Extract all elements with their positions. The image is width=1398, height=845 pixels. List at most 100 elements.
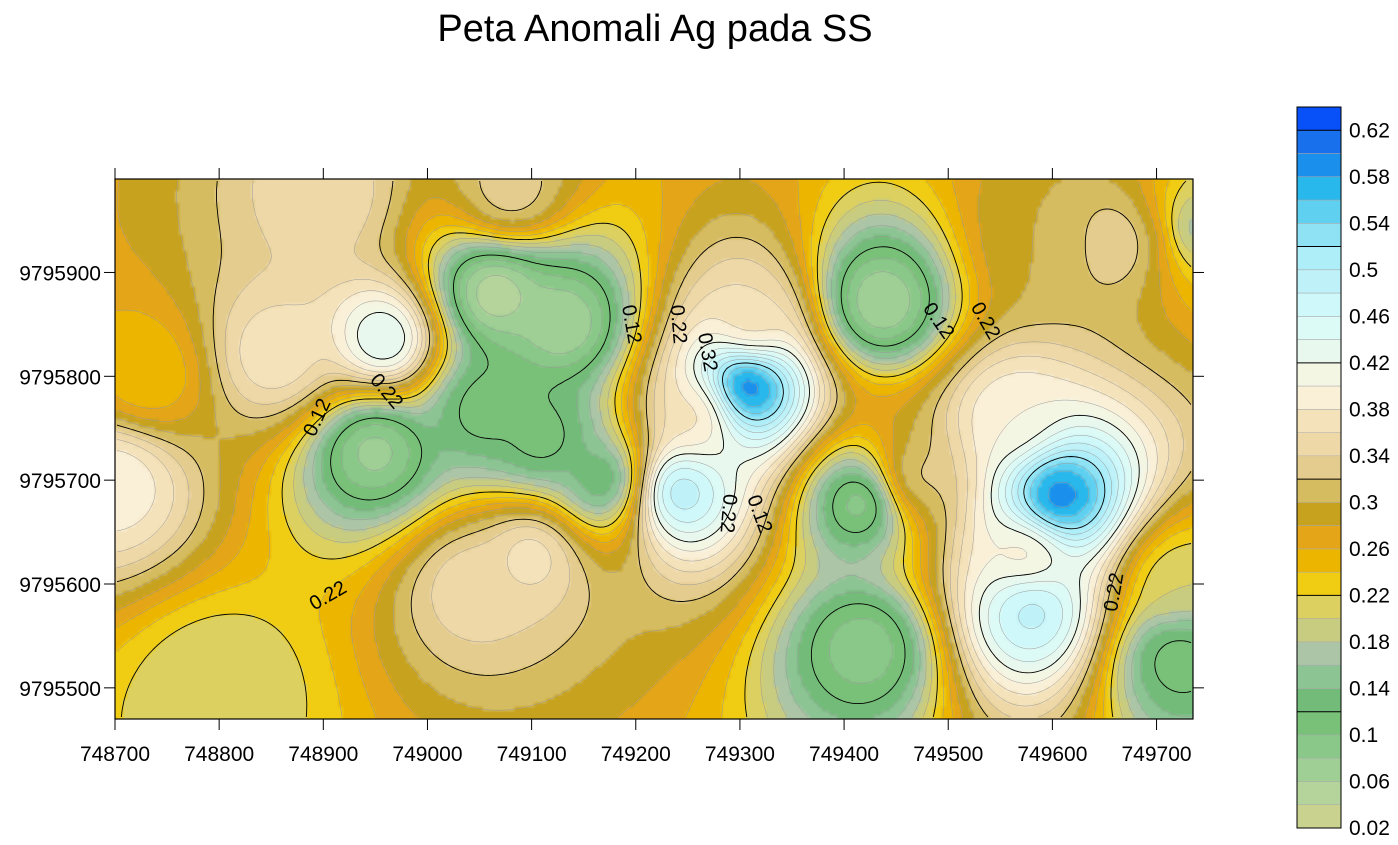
colorbar-swatch [1297, 316, 1341, 340]
colorbar-swatch [1297, 362, 1341, 387]
colorbar-swatch [1297, 804, 1341, 829]
contour-line [116, 180, 1184, 718]
colorbar-swatch [1297, 711, 1341, 736]
contour-line [116, 180, 1192, 718]
contour-line [722, 362, 1106, 530]
colorbar-label: 0.34 [1349, 445, 1390, 468]
colorbar-swatch [1297, 641, 1341, 666]
contour-line [357, 265, 910, 471]
colorbar-swatch [1297, 688, 1341, 713]
plot-area: 0.220.120.220.12 0.220.320.22 0.120.12 0.22… [114, 178, 1194, 720]
colorbar-label: 0.58 [1349, 166, 1390, 189]
contour-line [321, 236, 1192, 718]
colorbar-label: 0.62 [1349, 119, 1390, 142]
contour-line [657, 347, 1133, 662]
contour-line [303, 213, 1192, 718]
contour-line [120, 180, 1192, 718]
plot-frame [114, 178, 1194, 720]
colorbar-swatch [1297, 409, 1341, 433]
colorbar-swatch [1297, 153, 1341, 178]
x-tick-label: 749500 [913, 743, 983, 766]
contour-line [116, 278, 1170, 707]
colorbar-label: 0.38 [1349, 398, 1390, 421]
colorbar-label: 0.42 [1349, 352, 1390, 375]
colorbar-swatch [1297, 781, 1341, 806]
colorbar-label: 0.06 [1349, 770, 1390, 793]
colorbar-label: 0.5 [1349, 259, 1378, 282]
colorbar-label: 0.1 [1349, 724, 1378, 747]
x-tick-label: 749000 [392, 743, 462, 766]
colorbar-label: 0.18 [1349, 631, 1390, 654]
contour-line [662, 352, 1126, 650]
colorbar-swatch [1297, 107, 1341, 131]
colorbar-legend: 0.02 0.06 0.1 0.14 0.18 0.22 0.26 0.3 0.34 0.38 0.… [1296, 106, 1390, 840]
colorbar-swatch [1297, 223, 1341, 247]
contour-line [476, 275, 522, 317]
contour-line [727, 366, 1098, 524]
contour-line [732, 371, 1089, 518]
colorbar-swatch [1297, 595, 1341, 619]
contour-line [116, 180, 1192, 718]
contour-line [344, 300, 1148, 684]
contour-line [116, 180, 1192, 718]
colorbar-frame [1296, 106, 1342, 829]
colorbar-swatch [1297, 200, 1341, 224]
x-tick-label: 749200 [601, 743, 671, 766]
colorbar-swatch [1297, 432, 1341, 457]
colorbar-label: 0.14 [1349, 677, 1390, 700]
contour-line [330, 246, 1192, 705]
contour-line [356, 311, 1140, 674]
colorbar-swatch [1297, 455, 1341, 480]
contour-line [717, 359, 1112, 535]
colorbar-swatch [1297, 479, 1341, 503]
colorbar-swatch [1297, 502, 1341, 526]
colorbar-label: 0.02 [1349, 817, 1390, 840]
colorbar-label: 0.3 [1349, 491, 1378, 514]
colorbar-swatch [1297, 130, 1341, 154]
colorbar-label: 0.54 [1349, 212, 1390, 235]
y-tick-label: 9795500 [19, 678, 101, 701]
colorbar-swatch [1297, 386, 1341, 410]
x-tick-label: 748900 [288, 743, 358, 766]
contour-line [670, 355, 1119, 629]
colorbar-swatch [1297, 572, 1341, 596]
colorbar-swatch [1297, 525, 1341, 550]
x-tick-label: 748800 [184, 743, 254, 766]
x-tick-label: 749300 [705, 743, 775, 766]
x-tick-label: 748700 [80, 743, 150, 766]
x-tick-label: 749600 [1017, 743, 1087, 766]
colorbar-swatch [1297, 734, 1341, 759]
contour-label: 0.22 [715, 493, 740, 534]
colorbar-label: 0.46 [1349, 305, 1390, 328]
contour-label: 0.22 [665, 304, 690, 345]
colorbar-swatch [1297, 339, 1341, 364]
y-tick-label: 9795900 [19, 262, 101, 285]
contour-line [116, 180, 1192, 718]
contour-line [293, 197, 1192, 718]
contour-line [116, 180, 1192, 718]
y-tick-label: 9795600 [19, 574, 101, 597]
colorbar-swatch [1297, 665, 1341, 689]
contour-lines [116, 180, 1192, 718]
contour-line [340, 257, 922, 684]
colorbar-swatch [1297, 176, 1341, 201]
colorbar-swatch [1297, 246, 1341, 271]
colorbar-swatch [1297, 269, 1341, 294]
colorbar-swatch [1297, 548, 1341, 573]
contour-line [742, 380, 1077, 508]
y-tick-label: 9795800 [19, 366, 101, 389]
x-tick-label: 749100 [497, 743, 567, 766]
colorbar-swatch [1297, 758, 1341, 782]
axes: 748700 748800 748900 749000 749100 749200 7493… [19, 168, 1204, 766]
x-tick-label: 749700 [1122, 743, 1192, 766]
colorbar-label: 0.26 [1349, 538, 1390, 561]
contour-line [116, 290, 1158, 695]
contour-line [312, 225, 1191, 718]
colorbar-label: 0.22 [1349, 584, 1390, 607]
y-tick-label: 9795700 [19, 470, 101, 493]
chart-title: Peta Anomali Ag pada SS [437, 8, 873, 50]
colorbar-swatch [1297, 293, 1341, 317]
x-tick-label: 749400 [809, 743, 879, 766]
colorbar-swatch [1297, 618, 1341, 643]
